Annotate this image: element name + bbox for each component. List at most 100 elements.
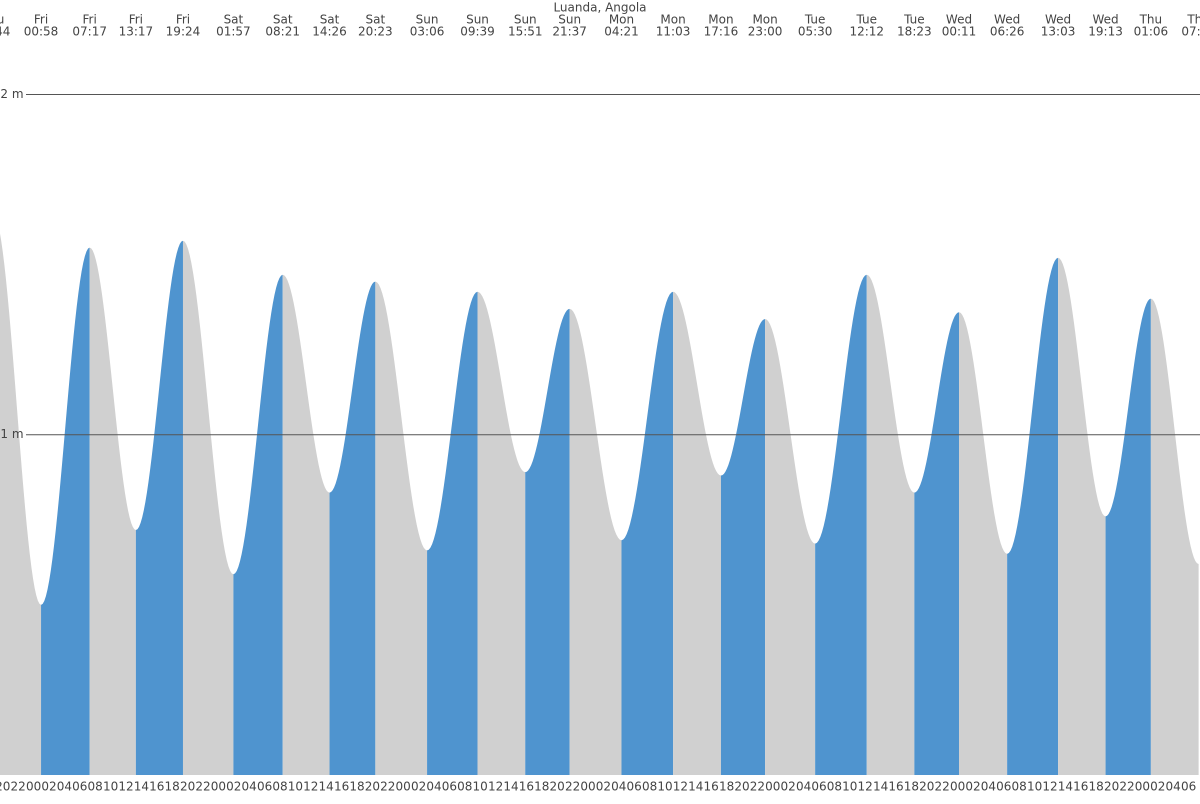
hour-label: 18 bbox=[1089, 780, 1104, 794]
extreme-day: Wed bbox=[946, 13, 972, 27]
rising-area bbox=[720, 319, 766, 775]
extreme-time: 19:24 bbox=[166, 25, 201, 39]
extreme-day: Fri bbox=[83, 13, 97, 27]
hour-label: 14 bbox=[134, 780, 149, 794]
hour-label: 20 bbox=[734, 780, 749, 794]
hour-label: 18 bbox=[165, 780, 180, 794]
falling-area bbox=[569, 308, 622, 775]
hour-label: 08 bbox=[88, 780, 103, 794]
hour-label: 00 bbox=[26, 780, 41, 794]
hour-label: 16 bbox=[149, 780, 164, 794]
hour-label: 08 bbox=[827, 780, 842, 794]
tide-area bbox=[0, 233, 1199, 775]
extreme-day: Tue bbox=[804, 13, 826, 27]
extreme-day: Sat bbox=[224, 13, 244, 27]
hour-label: 14 bbox=[1058, 780, 1073, 794]
extreme-day: Fri bbox=[129, 13, 143, 27]
hour-label: 00 bbox=[1135, 780, 1150, 794]
falling-area bbox=[0, 233, 42, 775]
hour-label: 22 bbox=[380, 780, 395, 794]
hour-label: 10 bbox=[103, 780, 118, 794]
extreme-day: Mon bbox=[752, 13, 777, 27]
hour-label: 00 bbox=[765, 780, 780, 794]
falling-area bbox=[1150, 298, 1199, 775]
extreme-day: Sat bbox=[320, 13, 340, 27]
hour-label: 06 bbox=[627, 780, 642, 794]
extreme-time: 19:13 bbox=[1088, 25, 1123, 39]
falling-area bbox=[673, 291, 721, 775]
hour-label: 22 bbox=[1119, 780, 1134, 794]
falling-area bbox=[959, 312, 1008, 775]
extreme-time: 13:03 bbox=[1041, 25, 1076, 39]
extreme-day: Sun bbox=[416, 13, 439, 27]
hour-label: 10 bbox=[288, 780, 303, 794]
extreme-time: 07:17 bbox=[72, 25, 107, 39]
hour-label: 04 bbox=[57, 780, 72, 794]
hour-label: 12 bbox=[303, 780, 318, 794]
hour-label: 00 bbox=[396, 780, 411, 794]
extreme-time: 01:06 bbox=[1134, 25, 1169, 39]
extreme-time: 09:39 bbox=[460, 25, 495, 39]
hour-label: 02 bbox=[596, 780, 611, 794]
hour-label: 10 bbox=[1027, 780, 1042, 794]
extreme-day: Wed bbox=[1092, 13, 1118, 27]
hour-label: 08 bbox=[457, 780, 472, 794]
extreme-day: Wed bbox=[1045, 13, 1071, 27]
hour-label: 06 bbox=[442, 780, 457, 794]
hour-label: 22 bbox=[935, 780, 950, 794]
hour-label: 14 bbox=[688, 780, 703, 794]
hour-label: 00 bbox=[580, 780, 595, 794]
extreme-day: Tue bbox=[903, 13, 925, 27]
extreme-day: Mon bbox=[708, 13, 733, 27]
hour-label: 02 bbox=[781, 780, 796, 794]
extreme-time: 00:11 bbox=[942, 25, 977, 39]
falling-area bbox=[765, 319, 816, 775]
extreme-time: 01:57 bbox=[216, 25, 251, 39]
extreme-time: 21:37 bbox=[552, 25, 587, 39]
extreme-time: 03:06 bbox=[410, 25, 445, 39]
extreme-day: Fri bbox=[176, 13, 190, 27]
hour-label: 06 bbox=[257, 780, 272, 794]
hour-label: 22 bbox=[750, 780, 765, 794]
hour-label: 18 bbox=[904, 780, 919, 794]
rising-area bbox=[621, 291, 674, 775]
falling-area bbox=[477, 291, 526, 775]
falling-area bbox=[866, 274, 915, 775]
falling-area bbox=[1058, 257, 1106, 775]
extreme-time: 07:18 bbox=[1181, 25, 1200, 39]
extreme-time: 08:21 bbox=[265, 25, 300, 39]
hour-label: 00 bbox=[211, 780, 226, 794]
hour-label: 04 bbox=[426, 780, 441, 794]
hour-label: 22 bbox=[195, 780, 210, 794]
hour-label: 10 bbox=[842, 780, 857, 794]
hour-label: 08 bbox=[642, 780, 657, 794]
rising-area bbox=[329, 281, 376, 775]
extreme-day: Sat bbox=[273, 13, 293, 27]
extreme-time: 04:21 bbox=[604, 25, 639, 39]
falling-area bbox=[182, 240, 234, 775]
hour-label: 18 bbox=[534, 780, 549, 794]
hour-label: 12 bbox=[673, 780, 688, 794]
extreme-day: Tue bbox=[855, 13, 877, 27]
hour-label: 02 bbox=[411, 780, 426, 794]
rising-area bbox=[914, 312, 960, 775]
hour-label: 00 bbox=[950, 780, 965, 794]
hour-label: 20 bbox=[180, 780, 195, 794]
extreme-time: 14:26 bbox=[312, 25, 347, 39]
extreme-day: Sat bbox=[366, 13, 386, 27]
falling-area bbox=[282, 274, 330, 775]
rising-area bbox=[525, 308, 570, 775]
y-tick-label: 1 m bbox=[0, 427, 23, 441]
hour-label: 04 bbox=[611, 780, 626, 794]
chart-title: Luanda, Angola bbox=[553, 1, 646, 15]
hour-label: 22 bbox=[565, 780, 580, 794]
hour-label: 12 bbox=[858, 780, 873, 794]
grid bbox=[26, 93, 1200, 436]
extreme-time: 23:00 bbox=[748, 25, 783, 39]
hour-label: 04 bbox=[796, 780, 811, 794]
hour-label: 04 bbox=[981, 780, 996, 794]
hour-label: 02 bbox=[1150, 780, 1165, 794]
hour-label: 08 bbox=[272, 780, 287, 794]
hour-label: 06 bbox=[1181, 780, 1196, 794]
rising-area bbox=[1007, 257, 1059, 775]
